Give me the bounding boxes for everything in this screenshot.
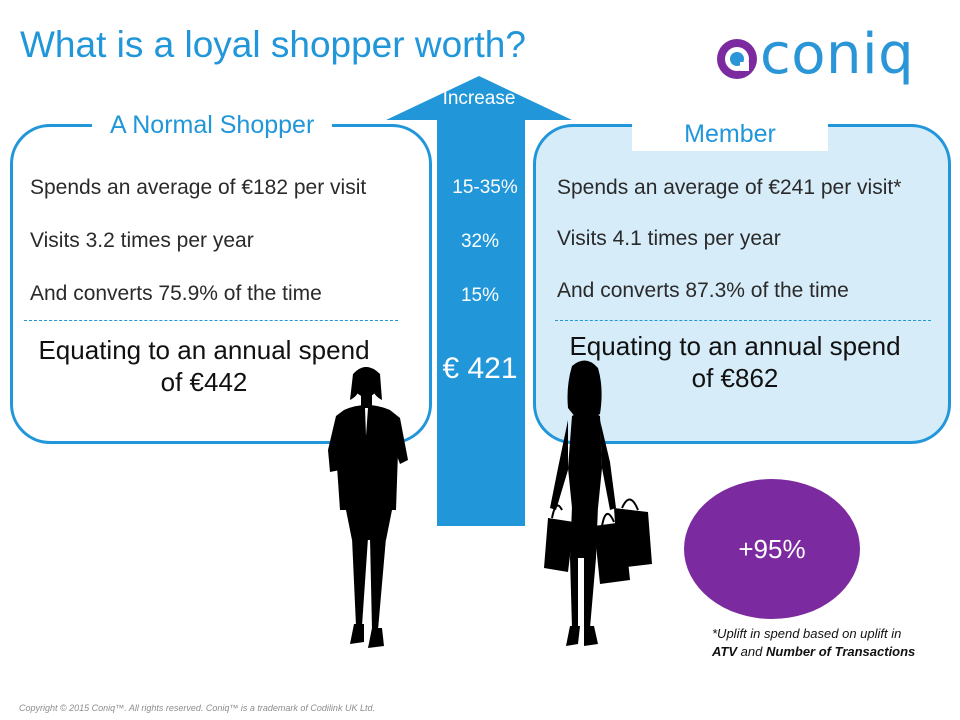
normal-visits-line: Visits 3.2 times per year [30, 229, 254, 252]
increase-label: Increase [442, 88, 516, 109]
member-heading: Member [632, 114, 828, 151]
page-title: What is a loyal shopper worth? [20, 24, 526, 65]
member-conversion-line: And converts 87.3% of the time [557, 279, 849, 302]
uplift-badge: +95% [684, 479, 860, 619]
normal-divider [24, 320, 398, 321]
normal-shopper-heading: A Normal Shopper [92, 111, 333, 140]
footnote-text: *Uplift in spend based on uplift in [712, 626, 902, 641]
increase-visits-pct: 32% [460, 231, 500, 252]
increase-conversion-pct: 15% [460, 285, 500, 306]
normal-shopper-silhouette-icon [328, 367, 408, 648]
footnote-transactions: Number of Transactions [766, 644, 916, 659]
uplift-footnote: *Uplift in spend based on uplift in ATV … [712, 625, 942, 661]
logo-mark-icon [717, 39, 757, 79]
member-annual-spend: Equating to an annual spend of €862 [550, 330, 920, 394]
copyright-notice: Copyright © 2015 Coniq™. All rights rese… [19, 703, 375, 713]
member-visits-line: Visits 4.1 times per year [557, 227, 781, 250]
member-silhouette-icon [544, 360, 652, 646]
footnote-atv: ATV [712, 644, 738, 659]
increase-total: € 421 [442, 352, 518, 385]
normal-summary-line1: Equating to an annual spend [38, 335, 370, 365]
member-divider [555, 320, 931, 321]
member-spend-line: Spends an average of €241 per visit* [557, 176, 902, 199]
normal-annual-spend: Equating to an annual spend of €442 [22, 334, 386, 398]
member-card [533, 124, 951, 444]
member-summary-line2: of €862 [691, 363, 779, 393]
increase-arrow-icon [386, 76, 572, 526]
increase-spend-pct: 15-35% [452, 177, 518, 198]
normal-summary-line2: of €442 [160, 367, 248, 397]
member-summary-line1: Equating to an annual spend [569, 331, 901, 361]
logo-wordmark: coniq [760, 22, 915, 87]
normal-conversion-line: And converts 75.9% of the time [30, 282, 322, 305]
normal-spend-line: Spends an average of €182 per visit [30, 176, 367, 199]
footnote-and: and [740, 644, 763, 659]
coniq-logo: coniq [716, 22, 946, 100]
